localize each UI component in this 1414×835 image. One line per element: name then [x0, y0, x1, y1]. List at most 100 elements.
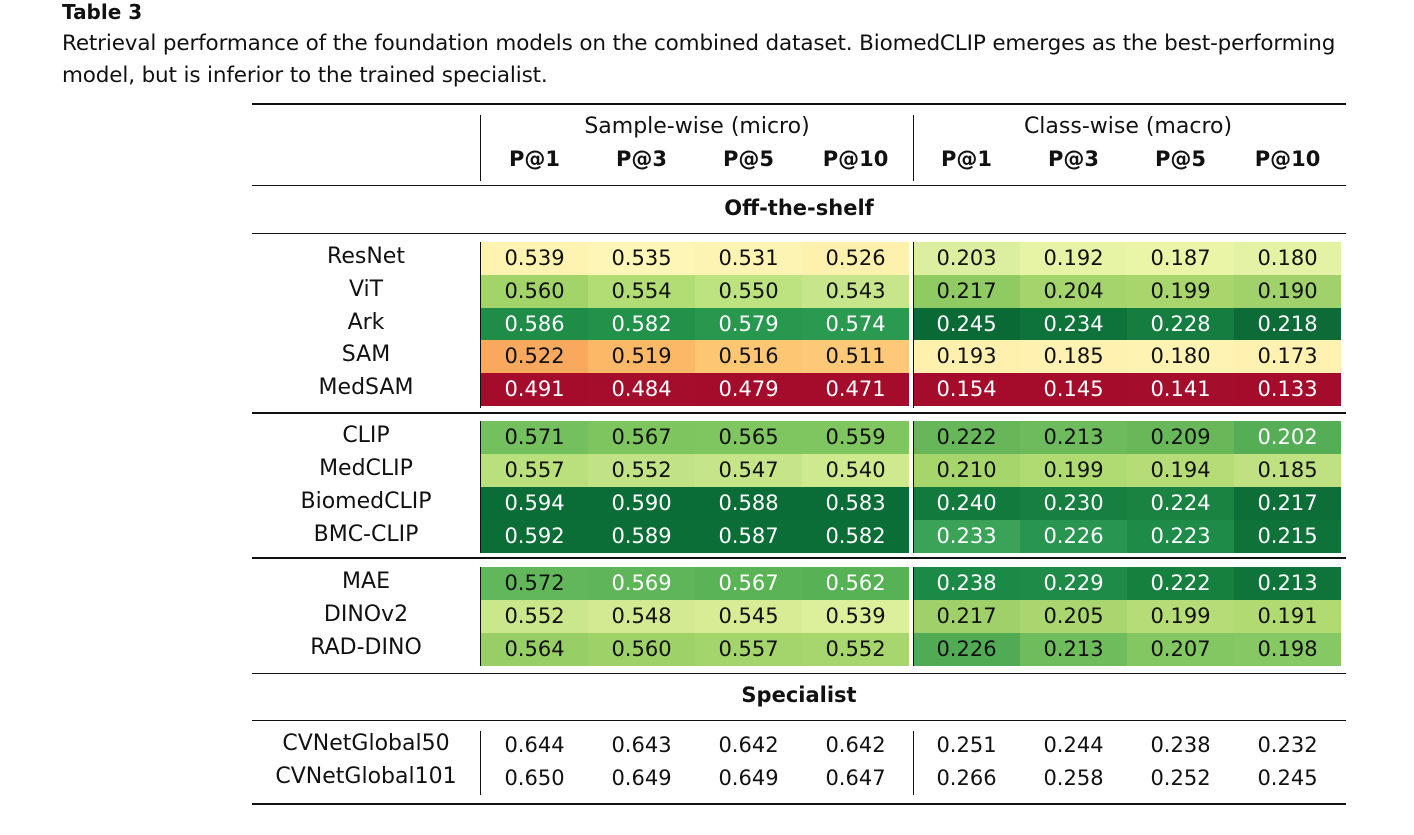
row-label: ResNet	[327, 244, 405, 269]
heatmap-cell: 0.511	[802, 340, 909, 373]
heatmap-cell: 0.531	[695, 242, 802, 275]
heatmap-cell: 0.210	[913, 454, 1020, 487]
section-rule	[252, 720, 1346, 721]
heatmap-cell: 0.217	[913, 275, 1020, 308]
heatmap-cell: 0.583	[802, 487, 909, 520]
row-label: CVNetGlobal101	[275, 764, 457, 789]
heatmap-cell: 0.565	[695, 421, 802, 454]
heatmap-cell: 0.224	[1127, 487, 1234, 520]
column-header: P@1	[508, 147, 560, 171]
column-header: P@3	[615, 147, 667, 171]
heatmap-cell: 0.204	[1020, 275, 1127, 308]
row-label: CVNetGlobal50	[282, 731, 450, 756]
heatmap-cell: 0.141	[1127, 373, 1234, 406]
group-header-sample: Sample-wise (micro)	[584, 114, 810, 139]
row-label: MedCLIP	[319, 456, 413, 481]
heatmap-cell: 0.245	[913, 308, 1020, 341]
heatmap-cell: 0.205	[1020, 600, 1127, 633]
heatmap-cell: 0.233	[913, 520, 1020, 553]
row-label: RAD-DINO	[310, 635, 422, 660]
row-label: Ark	[347, 310, 385, 335]
heatmap-cell: 0.226	[1020, 520, 1127, 553]
section-rule	[252, 673, 1346, 674]
table-cell: 0.266	[936, 766, 997, 790]
row-separator	[913, 567, 914, 666]
heatmap-cell: 0.217	[1234, 487, 1341, 520]
heatmap-cell: 0.557	[481, 454, 588, 487]
heatmap-cell: 0.238	[913, 567, 1020, 600]
table-cell: 0.251	[936, 733, 997, 757]
heatmap-cell: 0.554	[588, 275, 695, 308]
heatmap-cell: 0.552	[481, 600, 588, 633]
top-rule	[252, 103, 1346, 105]
header-rule	[252, 185, 1346, 186]
heatmap-cell: 0.173	[1234, 340, 1341, 373]
heatmap-cell: 0.185	[1234, 454, 1341, 487]
heatmap-cell: 0.484	[588, 373, 695, 406]
heatmap-cell: 0.234	[1020, 308, 1127, 341]
heatmap-cell: 0.588	[695, 487, 802, 520]
table-cell: 0.642	[718, 733, 779, 757]
heatmap-cell: 0.202	[1234, 421, 1341, 454]
heatmap-cell: 0.589	[588, 520, 695, 553]
section-header: Specialist	[741, 683, 857, 707]
row-label: MedSAM	[318, 375, 414, 400]
heatmap-cell: 0.519	[588, 340, 695, 373]
heatmap-cell: 0.552	[588, 454, 695, 487]
table-cell: 0.252	[1150, 766, 1211, 790]
group-header-class: Class-wise (macro)	[1023, 114, 1233, 139]
heatmap-cell: 0.491	[481, 373, 588, 406]
heatmap-cell: 0.592	[481, 520, 588, 553]
column-header: P@5	[722, 147, 774, 171]
table-cell: 0.245	[1257, 766, 1318, 790]
heatmap-cell: 0.203	[913, 242, 1020, 275]
row-label: MAE	[342, 569, 390, 594]
heatmap-cell: 0.192	[1020, 242, 1127, 275]
row-separator	[480, 421, 481, 553]
heatmap-cell: 0.187	[1127, 242, 1234, 275]
heatmap-cell: 0.213	[1234, 567, 1341, 600]
row-label: BMC-CLIP	[313, 522, 419, 547]
heatmap-cell: 0.217	[913, 600, 1020, 633]
row-separator	[480, 242, 481, 408]
column-header: P@10	[1254, 147, 1321, 171]
heatmap-cell: 0.564	[481, 633, 588, 666]
heatmap-cell: 0.560	[481, 275, 588, 308]
heatmap-cell: 0.550	[695, 275, 802, 308]
heatmap-cell: 0.229	[1020, 567, 1127, 600]
heatmap-cell: 0.543	[802, 275, 909, 308]
heatmap-cell: 0.199	[1127, 600, 1234, 633]
heatmap-cell: 0.586	[481, 308, 588, 341]
row-label: DINOv2	[323, 602, 409, 627]
heatmap-cell: 0.226	[913, 633, 1020, 666]
heatmap-cell: 0.587	[695, 520, 802, 553]
heatmap-cell: 0.191	[1234, 600, 1341, 633]
heatmap-cell: 0.539	[481, 242, 588, 275]
table-cell: 0.232	[1257, 733, 1318, 757]
row-separator	[913, 731, 914, 795]
heatmap-cell: 0.207	[1127, 633, 1234, 666]
heatmap-cell: 0.222	[913, 421, 1020, 454]
section-header: Off-the-shelf	[724, 196, 874, 220]
heatmap-cell: 0.594	[481, 487, 588, 520]
table-cell: 0.647	[825, 766, 886, 790]
heatmap-cell: 0.218	[1234, 308, 1341, 341]
heatmap-cell: 0.560	[588, 633, 695, 666]
group-rule	[252, 412, 1346, 414]
heatmap-cell: 0.193	[913, 340, 1020, 373]
heatmap-cell: 0.479	[695, 373, 802, 406]
column-header: P@5	[1154, 147, 1206, 171]
heatmap-cell: 0.526	[802, 242, 909, 275]
table-cell: 0.649	[718, 766, 779, 790]
heatmap-cell: 0.582	[802, 520, 909, 553]
heatmap-cell: 0.133	[1234, 373, 1341, 406]
heatmap-cell: 0.228	[1127, 308, 1234, 341]
heatmap-cell: 0.209	[1127, 421, 1234, 454]
group-rule	[252, 557, 1346, 559]
heatmap-cell: 0.567	[588, 421, 695, 454]
row-label: BiomedCLIP	[300, 489, 432, 514]
heatmap-cell: 0.213	[1020, 421, 1127, 454]
heatmap-cell: 0.559	[802, 421, 909, 454]
heatmap-cell: 0.199	[1127, 275, 1234, 308]
heatmap-cell: 0.569	[588, 567, 695, 600]
